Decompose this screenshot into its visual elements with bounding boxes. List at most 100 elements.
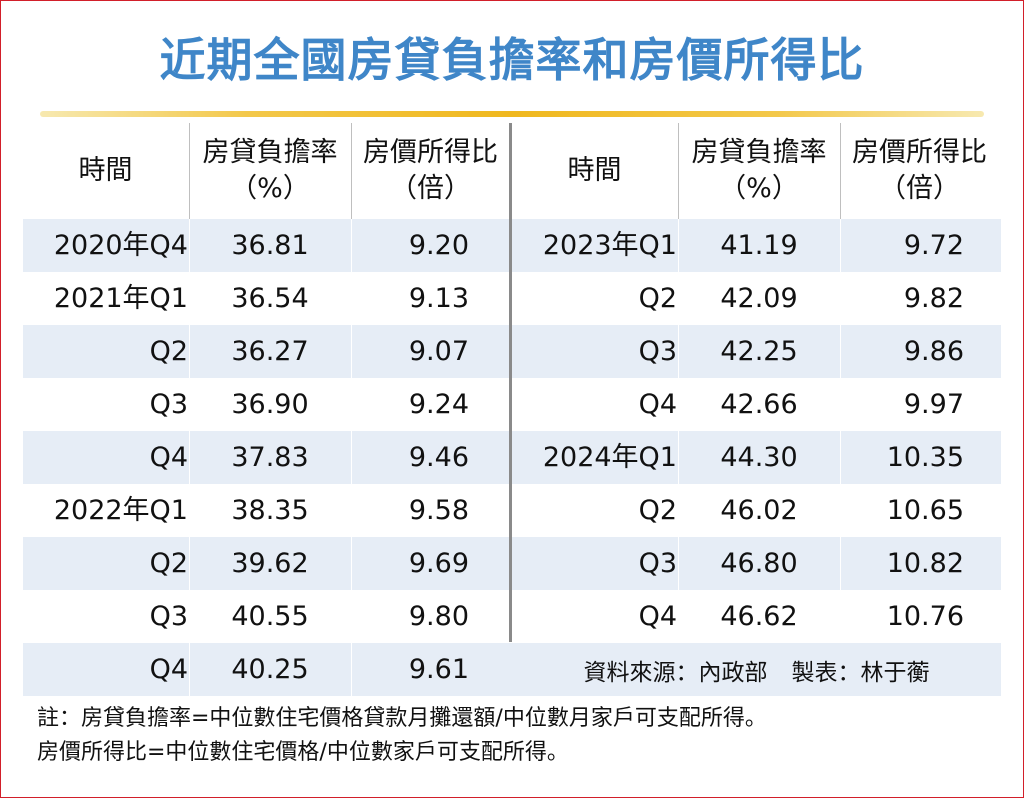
column-divider	[840, 123, 841, 219]
burden-cell: 36.90	[231, 389, 309, 420]
ratio-cell: 9.13	[408, 283, 469, 314]
column-divider	[189, 123, 190, 219]
source-row: 資料來源：內政部 製表：林于蘅	[512, 643, 1001, 696]
header-time-label: 時間	[567, 155, 622, 186]
period-cell: Q2	[149, 548, 188, 579]
ratio-cell: 10.65	[886, 495, 964, 526]
ratio-cell: 9.97	[903, 389, 964, 420]
ratio-cell: 9.07	[408, 336, 469, 367]
burden-cell: 37.83	[231, 442, 309, 473]
source-credit: 資料來源：內政部 製表：林于蘅	[512, 643, 1001, 696]
column-divider	[678, 123, 679, 219]
title-underline	[40, 111, 984, 117]
header-ratio: 房價所得比 （倍）	[352, 123, 509, 219]
table-row: Q3 40.55 9.80	[23, 590, 512, 643]
header-time: 時間	[512, 123, 677, 219]
footnote-ratio: 房價所得比=中位數住宅價格/中位數家戶可支配所得。	[37, 740, 569, 765]
table-header-left: 時間 房貸負擔率 （%） 房價所得比 （倍）	[23, 123, 512, 219]
header-burden-label: 房貸負擔率	[202, 137, 338, 168]
table-row: Q3 42.25 9.86	[512, 325, 1001, 378]
header-burden: 房貸負擔率 （%）	[190, 123, 350, 219]
burden-cell: 38.35	[231, 495, 309, 526]
table-row: Q4 37.83 9.46	[23, 431, 512, 484]
table-row: Q4 42.66 9.97	[512, 378, 1001, 431]
page-title: 近期全國房貸負擔率和房價所得比	[159, 33, 865, 87]
period-cell: Q2	[638, 495, 677, 526]
header-burden-unit: （%）	[230, 173, 310, 204]
table-row: Q2 39.62 9.69	[23, 537, 512, 590]
ratio-cell: 9.24	[408, 389, 469, 420]
period-cell: 2021年Q1	[53, 283, 188, 314]
burden-cell: 40.55	[231, 601, 309, 632]
period-cell: Q3	[638, 336, 677, 367]
table-row: 2021年Q1 36.54 9.13	[23, 272, 512, 325]
burden-cell: 46.02	[720, 495, 798, 526]
burden-cell: 46.62	[720, 601, 798, 632]
ratio-cell: 10.35	[886, 442, 964, 473]
ratio-cell: 9.80	[408, 601, 469, 632]
burden-cell: 39.62	[231, 548, 309, 579]
period-cell: 2024年Q1	[542, 442, 677, 473]
footnotes: 註：房貸負擔率=中位數住宅價格貸款月攤還額/中位數月家戶可支配所得。 房價所得比…	[37, 702, 767, 770]
ratio-cell: 9.86	[903, 336, 964, 367]
ratio-cell: 9.61	[408, 654, 469, 685]
period-cell: Q2	[638, 283, 677, 314]
header-ratio-unit: （倍）	[390, 173, 471, 204]
burden-cell: 46.80	[720, 548, 798, 579]
burden-cell: 42.09	[720, 283, 798, 314]
period-cell: 2023年Q1	[542, 230, 677, 261]
header-ratio-label: 房價所得比	[363, 137, 498, 168]
burden-cell: 36.81	[231, 230, 309, 261]
period-cell: Q4	[149, 442, 188, 473]
header-time-label: 時間	[78, 155, 133, 186]
period-cell: 2022年Q1	[53, 495, 188, 526]
column-divider	[840, 219, 841, 643]
table-row: Q2 36.27 9.07	[23, 325, 512, 378]
header-burden-unit: （%）	[719, 173, 799, 204]
header-time: 時間	[23, 123, 188, 219]
table-row: Q2 42.09 9.82	[512, 272, 1001, 325]
table-header-right: 時間 房貸負擔率 （%） 房價所得比 （倍）	[512, 123, 1001, 219]
column-divider	[678, 219, 679, 643]
header-ratio-unit: （倍）	[879, 173, 960, 204]
column-divider	[351, 123, 352, 219]
period-cell: Q4	[638, 601, 677, 632]
period-cell: Q3	[149, 389, 188, 420]
ratio-cell: 10.82	[886, 548, 964, 579]
ratio-cell: 9.82	[903, 283, 964, 314]
header-burden-label: 房貸負擔率	[691, 137, 827, 168]
period-cell: 2020年Q4	[53, 230, 188, 261]
table-row: Q2 46.02 10.65	[512, 484, 1001, 537]
table-row: 2020年Q4 36.81 9.20	[23, 219, 512, 272]
ratio-cell: 9.20	[408, 230, 469, 261]
table-row: 2022年Q1 38.35 9.58	[23, 484, 512, 537]
header-burden: 房貸負擔率 （%）	[679, 123, 839, 219]
made-by-text: 製表：林于蘅	[791, 659, 930, 686]
header-ratio-label: 房價所得比	[852, 137, 987, 168]
table-row: Q3 46.80 10.82	[512, 537, 1001, 590]
ratio-cell: 9.46	[408, 442, 469, 473]
period-cell: Q2	[149, 336, 188, 367]
data-source-text: 資料來源：內政部	[583, 659, 768, 686]
period-cell: Q3	[149, 601, 188, 632]
ratio-cell: 9.69	[408, 548, 469, 579]
data-table: 時間 房貸負擔率 （%） 房價所得比 （倍） 2020年Q4 36.81 9.2…	[23, 123, 1001, 696]
burden-cell: 42.66	[720, 389, 798, 420]
table-row: 2024年Q1 44.30 10.35	[512, 431, 1001, 484]
burden-cell: 42.25	[720, 336, 798, 367]
footnote-burden: 註：房貸負擔率=中位數住宅價格貸款月攤還額/中位數月家戶可支配所得。	[37, 706, 767, 731]
burden-cell: 44.30	[720, 442, 798, 473]
ratio-cell: 10.76	[886, 601, 964, 632]
column-divider	[351, 219, 352, 696]
period-cell: Q4	[638, 389, 677, 420]
ratio-cell: 9.72	[903, 230, 964, 261]
burden-cell: 41.19	[720, 230, 798, 261]
table-left-half: 時間 房貸負擔率 （%） 房價所得比 （倍） 2020年Q4 36.81 9.2…	[23, 123, 512, 696]
burden-cell: 36.54	[231, 283, 309, 314]
table-right-half: 時間 房貸負擔率 （%） 房價所得比 （倍） 2023年Q1 41.19 9.7…	[512, 123, 1001, 696]
table-row: 2023年Q1 41.19 9.72	[512, 219, 1001, 272]
table-row: Q4 40.25 9.61	[23, 643, 512, 696]
header-ratio: 房價所得比 （倍）	[841, 123, 998, 219]
period-cell: Q4	[149, 654, 188, 685]
table-row: Q4 46.62 10.76	[512, 590, 1001, 643]
